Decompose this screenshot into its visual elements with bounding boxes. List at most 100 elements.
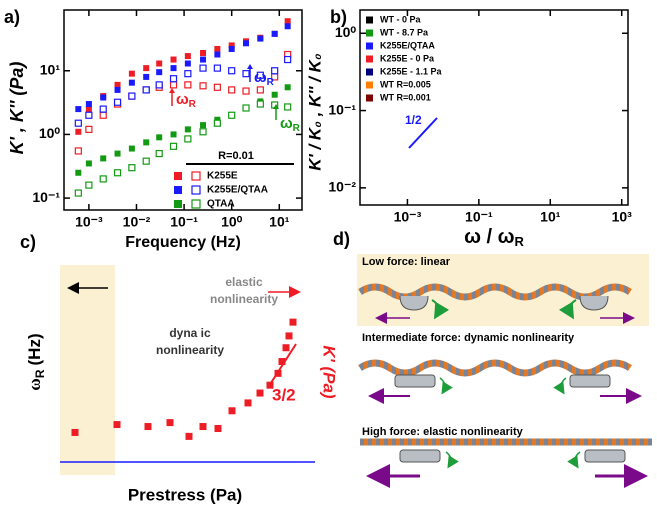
annotation-arrowhead [273, 104, 279, 109]
storage-point [143, 65, 150, 72]
point [113, 421, 121, 429]
y-tick-label: 10⁻¹ [328, 101, 356, 117]
loss-point [242, 70, 250, 78]
loss-point [142, 157, 150, 165]
y-tick-label: 10⁻² [328, 179, 356, 195]
arrow [439, 377, 453, 395]
storage-point [170, 131, 177, 138]
annotation-symbol: ω [280, 115, 293, 132]
motor [394, 374, 436, 388]
x-tick-label: 10⁻² [123, 214, 151, 230]
storage-point [243, 40, 250, 47]
point [228, 407, 236, 415]
point [144, 423, 152, 431]
legend-swatch [191, 185, 201, 195]
storage-point [128, 79, 135, 86]
storage-point [75, 169, 82, 176]
storage-point [271, 91, 278, 98]
legend-label: WT R=0.001 [380, 92, 431, 102]
loss-point [184, 81, 192, 89]
x-tick-label: 10³ [612, 209, 633, 225]
legend-label: K255E - 0 Pa [380, 53, 435, 63]
point [282, 344, 290, 352]
storage-point [184, 60, 191, 67]
storage-point [100, 94, 107, 101]
point [185, 432, 193, 440]
loss-point [85, 125, 93, 133]
loss-point [284, 103, 292, 111]
storage-point [128, 70, 135, 77]
slope-label: 1/2 [405, 113, 422, 127]
point [278, 358, 286, 366]
x-axis-label: ω / ωR [464, 226, 524, 249]
legend-swatch [366, 68, 373, 76]
loss-point [184, 70, 192, 78]
panel-label: c) [20, 232, 36, 252]
annotation: ωR [176, 91, 197, 110]
loss-point [228, 67, 236, 75]
storage-point [200, 50, 207, 57]
loss-point [184, 135, 192, 143]
x-tick-label: 10¹ [269, 214, 290, 230]
y-axis-label-main: ω [25, 378, 44, 390]
loss-point [169, 75, 178, 83]
storage-point [114, 81, 121, 88]
legend-label: K255E - 1.1 Pa [380, 66, 443, 76]
loss-point [213, 83, 221, 91]
loss-point [113, 98, 122, 106]
point [289, 318, 297, 326]
panel-label: d) [333, 229, 350, 249]
legend-swatch [174, 172, 182, 180]
loss-point [199, 128, 207, 136]
loss-point [128, 164, 136, 172]
storage-point [85, 101, 92, 108]
point [214, 425, 222, 433]
storage-point [284, 23, 291, 30]
motor [584, 449, 626, 463]
panel-label: b) [330, 7, 347, 27]
arrow [431, 299, 450, 320]
storage-point [114, 150, 121, 157]
legend-swatch [366, 94, 373, 102]
loss-point [128, 92, 136, 100]
legend-swatch [366, 29, 373, 37]
storage-point [257, 35, 264, 42]
legend-label: K255E/QTAA [380, 40, 435, 50]
x-axis-label-sub: R [515, 234, 525, 249]
y-tick-label: 10¹ [40, 61, 61, 77]
slope-label: 3/2 [272, 385, 296, 404]
shaded-region [60, 265, 115, 475]
filament [358, 359, 632, 377]
point [166, 419, 174, 427]
loss-point [242, 104, 250, 112]
annotation-symbol: ω [176, 91, 189, 108]
loss-point [256, 71, 264, 79]
legend-label: WT - 0 Pa [380, 14, 421, 24]
loss-point [199, 82, 207, 90]
row-title: High force: elastic nonlinearity [362, 426, 524, 438]
motor [569, 374, 611, 388]
loss-point [99, 105, 107, 113]
arrow [445, 451, 459, 469]
annotation: ωR [254, 69, 275, 88]
motor [579, 295, 609, 311]
storage-point [170, 65, 177, 72]
legend-swatch [366, 16, 373, 24]
x-tick-label: 10⁰ [221, 214, 243, 230]
y-axis-label: ωR (Hz) [25, 333, 47, 390]
loss-point [99, 111, 107, 119]
storage-point [75, 106, 82, 113]
loss-point [242, 87, 250, 95]
legend-swatch [366, 42, 373, 50]
storage-point [228, 42, 235, 49]
storage-point [271, 30, 278, 37]
storage-point [156, 60, 163, 67]
x-axis-label-main: ω / ω [464, 226, 515, 248]
plot-frame [359, 9, 629, 206]
annotation: nonlinearity [210, 292, 278, 306]
storage-point [156, 134, 163, 141]
storage-point [143, 139, 150, 146]
storage-point [156, 69, 163, 76]
legend-swatch [191, 171, 201, 181]
